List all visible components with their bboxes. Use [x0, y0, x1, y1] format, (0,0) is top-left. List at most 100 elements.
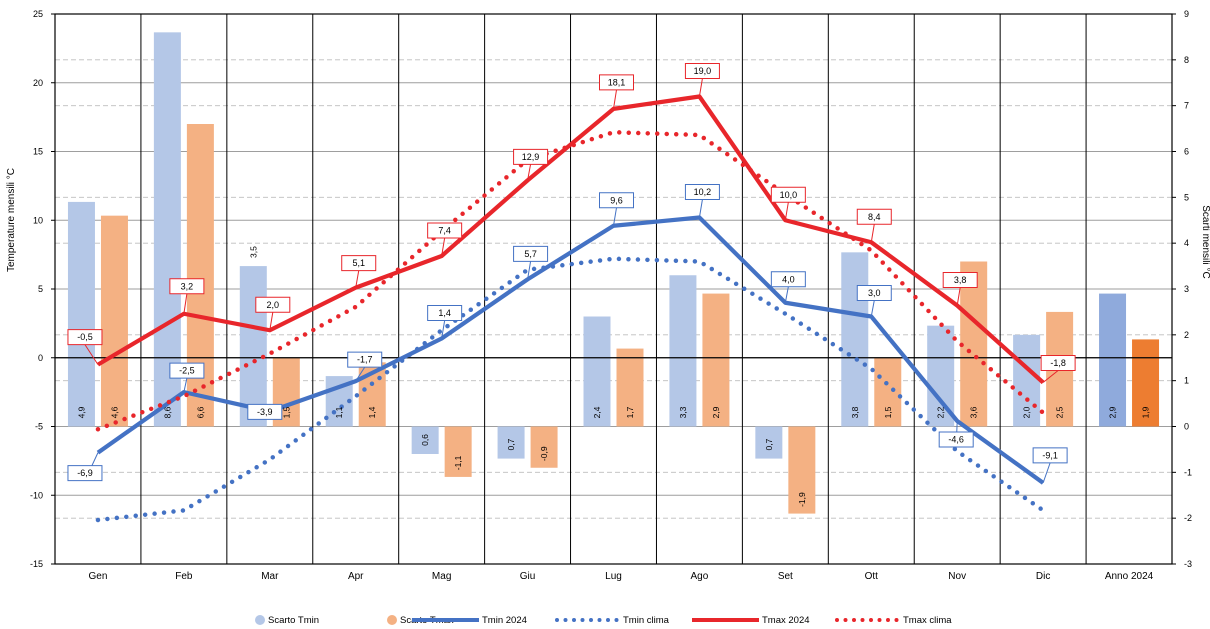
callout-box — [942, 272, 978, 288]
bar-value-label: 1,9 — [1141, 406, 1151, 418]
y-tick-left: 0 — [38, 353, 43, 363]
callout-leader — [956, 287, 961, 306]
x-tick-label: Dic — [1036, 571, 1050, 582]
line-value-label: -3,9 — [257, 407, 273, 417]
bar-value-label: 2,4 — [592, 406, 602, 418]
y-tick-right: 7 — [1184, 101, 1189, 111]
bar — [702, 293, 730, 427]
x-tick-label: Ott — [865, 571, 879, 582]
line-value-label: 8,4 — [868, 212, 881, 222]
line-value-label: 9,6 — [610, 195, 623, 205]
bar-value-label: 2,0 — [1022, 406, 1032, 418]
y-axis-left-title: Temperature mensili °C — [6, 168, 17, 272]
callout-leader — [698, 199, 703, 218]
bar — [153, 32, 181, 427]
callout-box — [169, 362, 205, 379]
callout-box — [169, 278, 205, 295]
callout-box — [856, 208, 892, 225]
line-value-label: 5,1 — [352, 258, 365, 268]
bar-value-label: 1,5 — [883, 406, 893, 418]
callout-leader — [1042, 462, 1051, 484]
callout-box — [247, 403, 283, 420]
bar — [1013, 334, 1041, 427]
x-tick-label: Set — [778, 571, 793, 582]
callout-leader — [441, 320, 446, 339]
y-tick-left: -10 — [30, 490, 43, 500]
bar — [755, 426, 783, 459]
bar-value-label: 6,6 — [195, 406, 205, 418]
legend-label: Tmin clima — [623, 615, 670, 626]
callout-box — [427, 222, 463, 239]
callout-box — [770, 271, 806, 288]
line-value-label: 3,0 — [868, 288, 881, 298]
x-tick-label: Lug — [605, 571, 622, 582]
bar-value-label: 1,7 — [625, 406, 635, 418]
x-tick-label: Ago — [691, 571, 709, 582]
callout-leader — [269, 312, 274, 331]
line-value-label: 10,2 — [694, 187, 712, 197]
x-tick-label: Nov — [948, 571, 966, 582]
line-value-label: -2,5 — [179, 366, 195, 376]
bar — [239, 266, 267, 427]
callout-box — [599, 192, 634, 209]
x-tick-label: Mag — [432, 571, 451, 582]
x-tick-label: Mar — [261, 571, 279, 582]
callout-leader — [527, 261, 532, 280]
bar-value-label: 2,2 — [936, 406, 946, 418]
series-line — [95, 129, 1046, 432]
y-tick-right: -3 — [1184, 559, 1192, 569]
line-value-label: 5,7 — [524, 249, 537, 259]
callout-box — [938, 431, 974, 448]
series-line — [95, 256, 1046, 523]
bar — [788, 426, 816, 514]
bar-value-label: 2,9 — [711, 406, 721, 418]
line-value-label: -6,9 — [77, 468, 93, 478]
callout-box — [255, 296, 291, 313]
x-tick-label: Giu — [520, 571, 536, 582]
x-tick-label: Feb — [175, 571, 193, 582]
bar-value-label: 0,6 — [420, 434, 430, 446]
bars — [67, 32, 1160, 514]
callout-leader — [870, 224, 875, 243]
x-tick-label: Gen — [89, 571, 108, 582]
line-value-label: 7,4 — [438, 226, 451, 236]
y-tick-right: 6 — [1184, 147, 1189, 157]
y-tick-right: 9 — [1184, 9, 1189, 19]
bar — [616, 348, 644, 427]
bar — [411, 426, 439, 454]
grid — [55, 13, 1172, 565]
callout-leader — [784, 202, 789, 221]
callout-leader — [1042, 370, 1059, 383]
legend-marker — [387, 615, 397, 625]
callout-leader — [527, 164, 532, 181]
line-value-label: 18,1 — [608, 77, 626, 87]
line-value-label: 3,2 — [181, 281, 194, 291]
bar-value-label: 4,6 — [109, 406, 119, 418]
bar — [1132, 339, 1160, 427]
y-axis-right-title: Scarti mensili °C — [1200, 205, 1210, 278]
callout-box — [427, 305, 463, 321]
bar-value-label: 2,5 — [1055, 406, 1065, 418]
callout-leader — [84, 344, 99, 365]
y-tick-right: 2 — [1184, 330, 1189, 340]
bar — [874, 357, 902, 427]
y-tick-left: 25 — [33, 9, 43, 19]
callout-box — [1040, 355, 1076, 371]
callout-leader — [613, 89, 617, 109]
bar-value-label: 3,3 — [678, 406, 688, 418]
y-tick-right: 5 — [1184, 192, 1189, 202]
bar-value-label: 8,6 — [162, 406, 172, 418]
bar-value-label: -1,9 — [797, 492, 807, 507]
y-tick-right: 8 — [1184, 55, 1189, 65]
bar-value-label: 3,5 — [248, 246, 258, 258]
bar — [100, 215, 128, 427]
data-labels: 4,9 8,6 3,5 1,1 0,6 0,7 2,4 3,3 0,7 3,8 2,2 2,0 2,9 4… — [67, 63, 1151, 507]
bar — [583, 316, 611, 427]
y-tick-left: 5 — [38, 284, 43, 294]
line-value-label: -9,1 — [1042, 450, 1058, 460]
bar — [497, 426, 525, 459]
callout-leader — [183, 293, 188, 314]
bar — [530, 426, 558, 468]
legend-label: Scarto Tmin — [268, 615, 319, 626]
